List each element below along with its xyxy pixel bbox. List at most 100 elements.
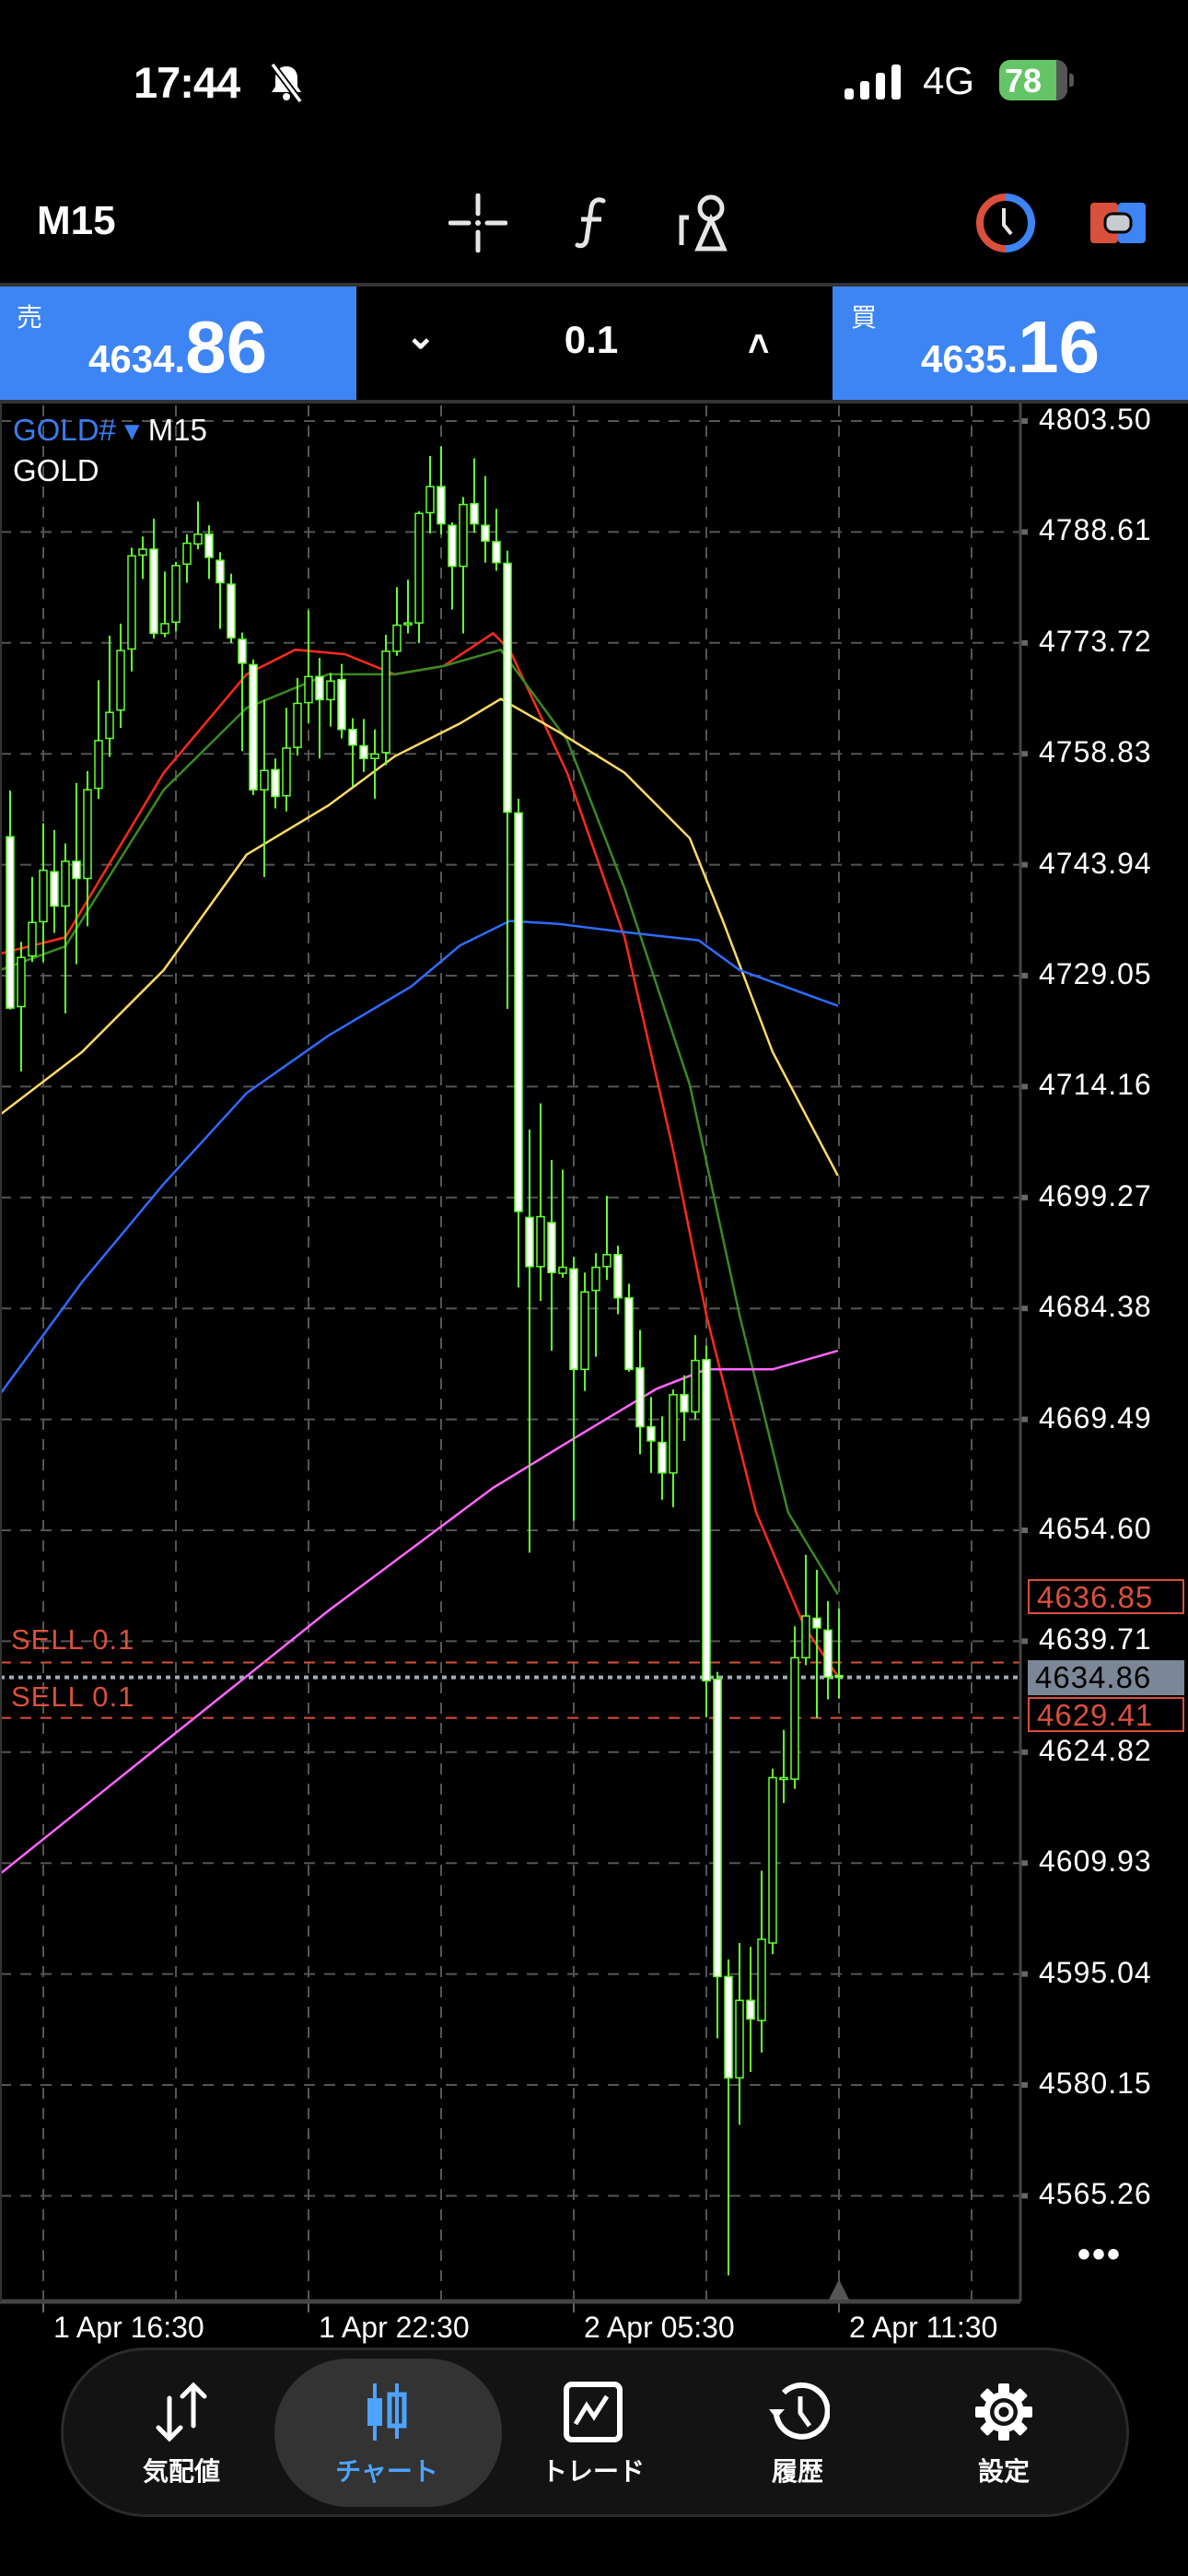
candle-bull: [116, 623, 125, 729]
moving-averages: [0, 631, 839, 1875]
nav-label: トレード: [541, 2457, 645, 2486]
candle-bull: [61, 843, 70, 1013]
one-click-trading-icon[interactable]: [976, 193, 1035, 252]
gear-icon: [975, 2383, 1032, 2441]
price-axis-label: 4803.50: [1039, 403, 1152, 436]
candle-body: [337, 678, 346, 731]
candle-body: [757, 1938, 766, 2021]
candle-bull: [94, 680, 103, 799]
candle-bull: [370, 729, 379, 799]
candle-body: [182, 542, 192, 566]
candle-bull: [39, 823, 48, 963]
axis-tick: [1020, 2193, 1028, 2199]
battery-level: 78: [1005, 62, 1042, 100]
lot-size[interactable]: 0.1: [564, 318, 619, 361]
nav-item-chart[interactable]: チャート: [295, 2382, 479, 2501]
candle-bull: [790, 1626, 799, 1789]
candle-bull: [414, 510, 424, 643]
nav-item-history[interactable]: 履歴: [705, 2382, 890, 2501]
candle-body: [779, 1776, 788, 1781]
sell-button[interactable]: 売 4634.86: [0, 287, 356, 401]
price-axis-label: 4624.82: [1039, 1733, 1152, 1767]
candle-body: [282, 747, 291, 797]
price-axis-label: 4580.15: [1039, 2067, 1152, 2100]
price-axis-label: 4699.27: [1039, 1178, 1152, 1212]
nav-item-settings[interactable]: 設定: [912, 2382, 1096, 2501]
candle-body: [790, 1657, 799, 1780]
candle-body: [193, 533, 203, 545]
candle-bull: [293, 677, 302, 756]
symbol-dropdown-icon[interactable]: ▾: [124, 413, 140, 447]
candle-body: [448, 524, 457, 568]
candle-bull: [536, 1103, 545, 1301]
candle-bear: [337, 663, 346, 739]
candle-bear: [713, 1671, 722, 2039]
buy-button[interactable]: 買 4635.16: [833, 287, 1188, 401]
symbol-name[interactable]: GOLD#: [13, 413, 116, 447]
candle-bear: [249, 659, 258, 795]
crosshair-icon[interactable]: [448, 193, 507, 252]
candle-body: [149, 548, 158, 635]
candle-body: [72, 861, 81, 880]
symbol-selector[interactable]: GOLD# ▾ M15: [13, 413, 207, 448]
candle-body: [160, 623, 169, 635]
buy-price-big: 16: [1018, 306, 1101, 388]
bell-slash-icon: [270, 62, 303, 103]
chart-top-border: [0, 400, 1188, 404]
candle-body: [50, 871, 59, 907]
chevron-up-icon[interactable]: ˄: [748, 324, 770, 365]
axis-tick: [1020, 1194, 1028, 1200]
candle-bull: [580, 1272, 589, 1391]
sell-price-big: 86: [185, 306, 268, 388]
candle-body: [746, 1999, 755, 2020]
candle-body: [6, 836, 15, 1009]
indicator-f-icon[interactable]: [563, 193, 622, 252]
order-mode-icon[interactable]: [1089, 193, 1147, 252]
objects-icon[interactable]: [678, 193, 737, 252]
more-icon[interactable]: •••: [1077, 2234, 1123, 2275]
candle-bull: [326, 673, 335, 727]
candle-body: [724, 1975, 733, 2079]
candle-bear: [525, 1129, 534, 1553]
candle-body: [381, 650, 390, 754]
candle-body: [669, 1394, 678, 1474]
candle-bear: [359, 719, 368, 772]
time-axis-label: 1 Apr 16:30: [53, 2311, 204, 2344]
candle-body: [680, 1394, 689, 1413]
candle-bull: [403, 580, 413, 634]
chevron-down-icon[interactable]: ⌄: [405, 316, 437, 357]
moving-average-line: [0, 697, 839, 1177]
candle-body: [17, 956, 26, 1008]
candle-body: [138, 548, 147, 556]
candle-body: [768, 1776, 777, 1944]
candle-body: [105, 711, 114, 740]
time-axis-label: 1 Apr 22:30: [319, 2311, 470, 2344]
candle-bull: [282, 708, 291, 812]
bottom-nav: [61, 2348, 1129, 2517]
candle-body: [580, 1291, 589, 1371]
sell-price-tag: 4636.85: [1028, 1579, 1184, 1614]
nav-label: 設定: [977, 2457, 1030, 2486]
chart-frame: [0, 403, 1022, 2304]
candle-body: [348, 729, 357, 746]
candle-bear: [271, 758, 280, 809]
candle-bear: [448, 521, 457, 610]
price-axis-label: 4639.71: [1039, 1622, 1152, 1657]
candle-body: [392, 624, 402, 652]
candle-body: [315, 675, 324, 701]
quotes-arrows-icon: [156, 2382, 207, 2442]
timeframe-button[interactable]: M15: [37, 198, 116, 243]
sell-label: 売: [17, 303, 43, 332]
candle-bull: [558, 1169, 567, 1278]
nav-item-quotes[interactable]: 気配値: [89, 2382, 274, 2501]
candle-body: [293, 702, 302, 748]
candle-body: [646, 1425, 656, 1442]
candle-body: [547, 1222, 556, 1273]
candle-body: [227, 583, 236, 639]
candle-bear: [149, 518, 158, 639]
axis-tick: [1020, 973, 1028, 978]
candle-body: [271, 768, 280, 798]
nav-item-trade[interactable]: トレード: [501, 2382, 685, 2501]
candle-bull: [193, 501, 203, 550]
